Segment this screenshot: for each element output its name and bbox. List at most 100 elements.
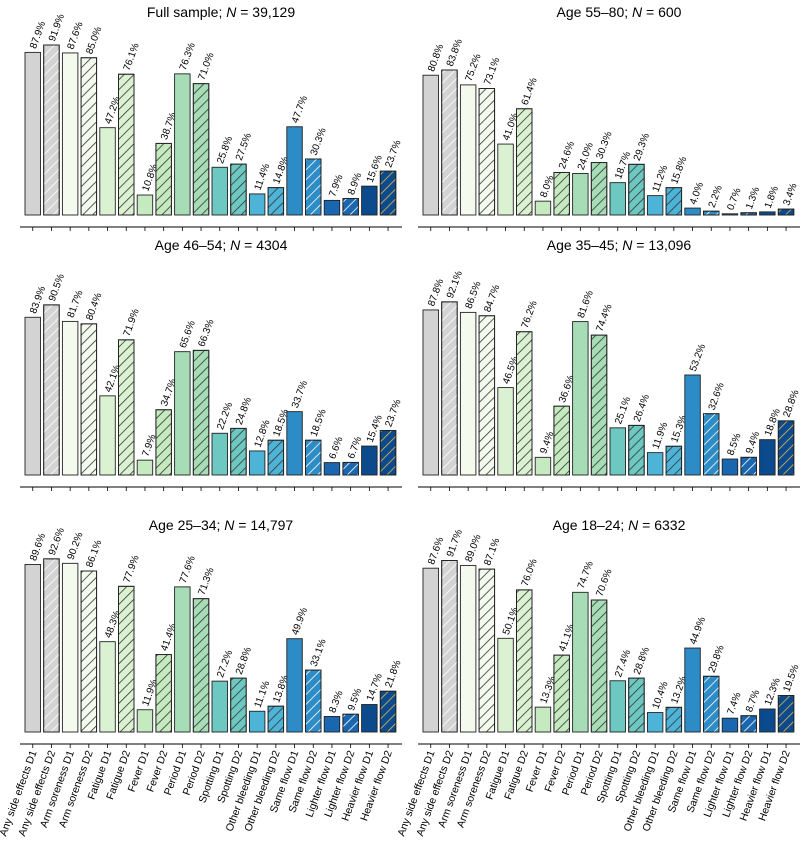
value-label: 76.2% bbox=[520, 299, 540, 330]
bar-hatch-arm-soreness-d2 bbox=[80, 570, 98, 733]
bar-hatch-lighter-flow-d2 bbox=[740, 715, 757, 733]
panel-1: 87.9%91.9%87.6%85.0%47.2%76.1%10.8%38.7%… bbox=[20, 4, 404, 231]
bar-hatch-fatigue-d2 bbox=[118, 339, 135, 476]
bar-fever-d1 bbox=[534, 456, 552, 476]
value-label: 8.5% bbox=[725, 432, 743, 457]
bar-hatch-fatigue-d2 bbox=[516, 589, 533, 733]
bar-spotting-d1 bbox=[609, 182, 626, 216]
bar-lighter-flow-d1 bbox=[323, 716, 341, 733]
bar-same-flow-d1 bbox=[684, 374, 701, 476]
bar-hatch-spotting-d2 bbox=[628, 163, 645, 216]
value-label: 23.7% bbox=[384, 139, 404, 170]
bar-spotting-d1 bbox=[609, 427, 626, 476]
value-label: 3.4% bbox=[782, 182, 800, 207]
value-label: 91.7% bbox=[445, 528, 465, 559]
bar-fever-d1 bbox=[534, 200, 552, 216]
value-label: 19.5% bbox=[782, 663, 800, 694]
bar-fever-d1 bbox=[136, 709, 154, 733]
bar-hatch-lighter-flow-d2 bbox=[342, 461, 359, 476]
bar-arm-soreness-d1 bbox=[61, 52, 79, 216]
bar-lighter-flow-d1 bbox=[721, 213, 739, 216]
bar-hatch-heavier-flow-d2 bbox=[379, 690, 397, 733]
bar-hatch-any-side-effects-d2 bbox=[441, 560, 458, 733]
value-label: 32.6% bbox=[707, 381, 727, 412]
bar-same-flow-d1 bbox=[286, 638, 303, 733]
value-label: 75.2% bbox=[464, 52, 484, 83]
bar-hatch-arm-soreness-d2 bbox=[80, 57, 98, 216]
bar-hatch-any-side-effects-d2 bbox=[441, 301, 458, 476]
bar-other-bleeding-d1 bbox=[248, 710, 266, 733]
bar-other-bleeding-d1 bbox=[646, 452, 664, 476]
value-label: 76.1% bbox=[122, 42, 142, 73]
value-label: 27.2% bbox=[215, 649, 235, 680]
value-label: 28.8% bbox=[782, 388, 800, 419]
value-label: 70.6% bbox=[595, 567, 615, 598]
bar-hatch-spotting-d2 bbox=[628, 424, 645, 476]
bar-heavier-flow-d1 bbox=[759, 708, 776, 733]
bar-hatch-fever-d2 bbox=[553, 654, 570, 733]
bar-hatch-other-bleeding-d2 bbox=[267, 705, 285, 733]
value-label: 84.7% bbox=[482, 283, 502, 314]
bar-fatigue-d1 bbox=[497, 387, 514, 476]
bar-spotting-d1 bbox=[211, 432, 228, 476]
bar-heavier-flow-d1 bbox=[759, 211, 776, 216]
bar-hatch-any-side-effects-d2 bbox=[43, 304, 60, 476]
value-label: 26.4% bbox=[632, 393, 652, 424]
panel-3: 83.9%90.5%81.7%80.4%42.1%71.9%7.9%34.7%6… bbox=[20, 237, 404, 491]
bar-hatch-lighter-flow-d2 bbox=[342, 198, 359, 216]
value-label: 30.3% bbox=[595, 130, 615, 161]
value-label: 89.0% bbox=[464, 533, 484, 564]
value-label: 74.7% bbox=[576, 560, 596, 591]
panel-title: Age 55–80; N = 600 bbox=[557, 4, 682, 20]
panel-title: Age 18–24; N = 6332 bbox=[553, 517, 686, 533]
bar-fatigue-d1 bbox=[497, 143, 514, 216]
bar-arm-soreness-d1 bbox=[459, 565, 477, 733]
panel-2: 80.8%83.8%75.2%73.1%41.0%61.4%8.0%24.6%2… bbox=[418, 4, 800, 231]
value-label: 87.6% bbox=[66, 20, 86, 51]
value-label: 1.8% bbox=[763, 185, 781, 210]
value-label: 83.8% bbox=[445, 38, 465, 69]
bar-hatch-fever-d2 bbox=[155, 409, 172, 476]
value-label: 90.2% bbox=[66, 531, 86, 562]
value-label: 25.8% bbox=[215, 135, 235, 166]
bar-hatch-same-flow-d2 bbox=[305, 158, 322, 216]
bar-spotting-d1 bbox=[211, 680, 228, 733]
bar-same-flow-d1 bbox=[684, 207, 701, 216]
bar-hatch-heavier-flow-d2 bbox=[777, 208, 795, 216]
value-label: 22.2% bbox=[215, 401, 235, 432]
value-label: 61.4% bbox=[520, 76, 540, 107]
panel-title: Full sample; N = 39,129 bbox=[147, 4, 295, 20]
bar-arm-soreness-d1 bbox=[61, 320, 79, 476]
value-label: 81.6% bbox=[576, 289, 596, 320]
bar-hatch-heavier-flow-d2 bbox=[379, 429, 397, 476]
panel-4: 87.8%92.1%86.5%84.7%46.5%76.2%9.4%36.6%8… bbox=[418, 237, 800, 491]
bar-hatch-arm-soreness-d2 bbox=[478, 568, 496, 733]
value-label: 73.1% bbox=[482, 56, 502, 87]
value-label: 11.1% bbox=[253, 679, 273, 709]
bar-same-flow-d1 bbox=[684, 647, 701, 733]
value-label: 81.7% bbox=[66, 289, 86, 320]
value-label: 24.6% bbox=[557, 140, 577, 171]
bar-hatch-fever-d2 bbox=[553, 171, 570, 216]
bar-any-side-effects-d1 bbox=[422, 567, 439, 733]
value-label: 87.1% bbox=[482, 537, 502, 568]
bar-heavier-flow-d1 bbox=[759, 439, 776, 476]
bar-spotting-d1 bbox=[609, 680, 626, 733]
value-label: 53.2% bbox=[688, 343, 708, 374]
bar-hatch-heavier-flow-d2 bbox=[379, 170, 397, 216]
panel-title: Age 25–34; N = 14,797 bbox=[149, 517, 294, 533]
bar-lighter-flow-d1 bbox=[721, 717, 739, 733]
value-label: 71.9% bbox=[122, 307, 142, 338]
bar-hatch-arm-soreness-d2 bbox=[80, 323, 98, 476]
bar-hatch-heavier-flow-d2 bbox=[777, 420, 795, 476]
value-label: 90.5% bbox=[47, 272, 67, 303]
bar-hatch-period-d2 bbox=[192, 598, 210, 733]
value-label: 15.8% bbox=[669, 155, 689, 186]
bar-hatch-any-side-effects-d2 bbox=[441, 69, 458, 216]
value-label: 76.3% bbox=[178, 41, 198, 72]
bar-hatch-fever-d2 bbox=[553, 405, 570, 476]
value-label: 10.4% bbox=[651, 680, 671, 711]
bar-hatch-same-flow-d2 bbox=[305, 439, 322, 476]
value-label: 85.0% bbox=[84, 25, 104, 56]
